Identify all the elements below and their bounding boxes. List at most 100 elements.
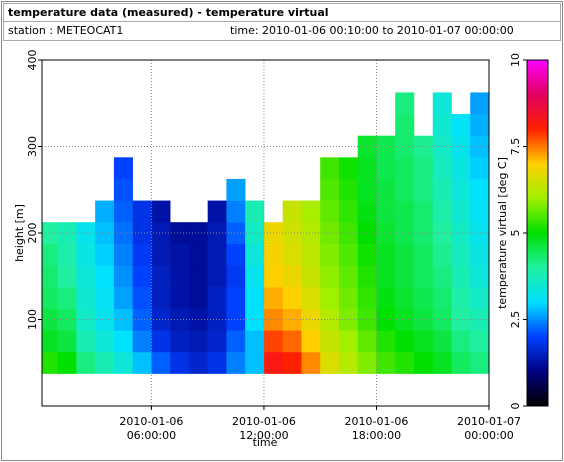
heatmap-cell [432,92,452,115]
heatmap-cell [413,265,434,288]
heatmap-cell [413,330,434,353]
heatmap-cell [207,351,227,374]
heatmap-cell [170,265,190,288]
heatmap-cell [470,200,489,223]
heatmap-cell [395,308,415,331]
heatmap-cell [113,351,133,374]
heatmap-cell [42,330,58,353]
heatmap-cell [170,308,190,331]
heatmap-cell [470,222,489,245]
heatmap-cell [113,200,133,223]
heatmap-cell [413,351,434,374]
heatmap-cell [207,308,227,331]
heatmap-cell [95,330,115,353]
heatmap-cell [226,287,246,309]
colorbar-tick-label: 2.5 [509,311,522,329]
heatmap-cell [245,222,265,245]
heatmap-cell [395,222,415,245]
heatmap-cell [357,265,377,288]
heatmap-cell [413,200,434,223]
heatmap-cell [151,308,171,331]
heatmap-cell [432,351,452,374]
heatmap-cell [451,265,471,288]
heatmap-cell [170,330,190,353]
heatmap-cell [338,200,359,223]
heatmap-cell [95,287,115,309]
heatmap-cell [245,287,265,309]
heatmap-cell [263,287,283,309]
heatmap-cell [170,287,190,309]
heatmap-cell [432,308,452,331]
heatmap-cell [245,330,265,353]
heatmap-cell [263,265,283,288]
colorbar-tick-label: 10 [509,53,522,67]
heatmap-cell [132,351,152,374]
heatmap-cell [470,157,489,180]
heatmap-cell [282,265,302,288]
heatmap-cell [470,178,489,201]
heatmap-cell [470,135,489,158]
heatmap-cell [376,287,396,309]
heatmap-cell [132,200,152,223]
y-tick-label: 200 [26,223,39,244]
heatmap-cell [132,330,152,353]
heatmap-cell [432,265,452,288]
heatmap-cell [282,243,302,266]
heatmap-cell [376,222,396,245]
heatmap-cell [245,308,265,331]
heatmap-cell [263,243,283,266]
x-tick-label: 2010-01-07 [457,415,521,428]
heatmap-cell [170,243,190,266]
heatmap-cell [451,200,471,223]
heatmap-cell [470,330,489,353]
heatmap-cell [432,178,452,201]
heatmap-cell [395,330,415,353]
heatmap-cell [151,243,171,266]
heatmap-cell [76,308,96,331]
y-tick-label: 400 [26,50,39,71]
heatmap-cell [320,287,340,309]
heatmap-cell [301,243,321,266]
heatmap-cell [188,243,208,266]
heatmap-cell [376,178,396,201]
heatmap-cell [263,330,283,353]
heatmap-cell [42,265,58,288]
heatmap-cell [95,351,115,374]
heatmap-cell [357,157,377,180]
heatmap-cell [151,287,171,309]
y-axis-label: height [m] [13,204,26,262]
heatmap-cell [263,351,283,374]
heatmap-cell [113,265,133,288]
heatmap-cell [132,222,152,245]
heatmap-cell [451,114,471,136]
heatmap-cell [76,287,96,309]
heatmap-cell [470,265,489,288]
heatmap-cell [301,330,321,353]
heatmap-cell [226,222,246,245]
heatmap-cell [338,178,359,201]
heatmap-cell [395,114,415,136]
x-tick-label: 18:00:00 [352,429,401,442]
heatmap-cell [451,157,471,180]
heatmap-cell [432,114,452,136]
heatmap-cell [320,178,340,201]
heatmap-cell [76,351,96,374]
heatmap-cell [282,351,302,374]
heatmap-cell [451,135,471,158]
heatmap-cell [301,287,321,309]
heatmap-cell [320,330,340,353]
heatmap-cell [151,222,171,245]
heatmap-cell [95,243,115,266]
heatmap-cell [451,330,471,353]
heatmap-cell [301,308,321,331]
heatmap-cell [76,330,96,353]
heatmap-cell [357,351,377,374]
plot-border [41,59,490,407]
heatmap-cell [151,265,171,288]
heatmap-cell [432,287,452,309]
heatmap-cell [301,351,321,374]
heatmap-cell [301,200,321,223]
heatmap-cell [376,265,396,288]
heatmap-cell [413,178,434,201]
heatmap-cell [151,200,171,223]
